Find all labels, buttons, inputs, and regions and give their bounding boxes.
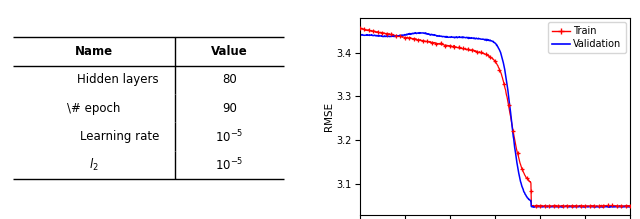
Legend: Train, Validation: Train, Validation xyxy=(548,22,625,53)
Y-axis label: RMSE: RMSE xyxy=(324,102,333,131)
